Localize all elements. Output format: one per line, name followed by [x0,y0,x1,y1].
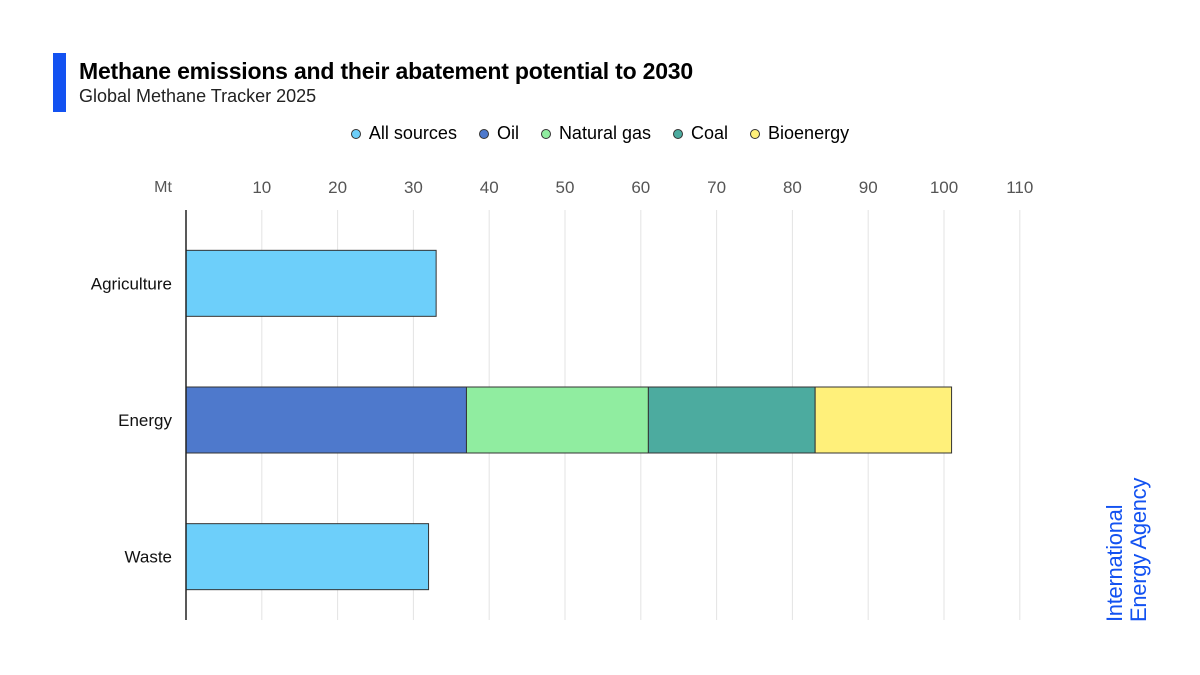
legend: All sources Oil Natural gas Coal Bioener… [0,123,1200,144]
legend-label: Coal [691,123,729,143]
legend-label: Oil [496,123,519,143]
legend-label: Natural gas [558,123,651,143]
legend-swatch [478,128,489,139]
x-tick-label: 30 [404,178,423,197]
legend-swatch [750,128,761,139]
x-tick-label: 110 [1006,178,1033,197]
legend-item-coal[interactable]: Coal [673,123,728,144]
legend-item-all-sources[interactable]: All sources [350,123,457,144]
bar-segment [465,386,649,454]
legend-item-bioenergy[interactable]: Bioenergy [750,123,849,144]
bar-segment [647,386,816,454]
x-tick-label: 20 [328,178,347,197]
logo-text-line1: International [1102,504,1127,622]
x-tick-label: 10 [252,178,271,197]
y-category-label: Waste [124,548,172,567]
x-tick-label: 40 [480,178,499,197]
bar-segment [185,386,467,454]
chart-subtitle: Global Methane Tracker 2025 [79,86,317,106]
legend-item-natural-gas[interactable]: Natural gas [540,123,651,144]
x-unit-label: Mt [154,179,172,196]
chart-title: Methane emissions and their abatement po… [79,58,693,84]
legend-label: Bioenergy [768,123,850,143]
bar-segment [814,386,953,454]
x-tick-label: 60 [631,178,650,197]
iea-logo: International Energy Agency [1100,462,1151,622]
x-tick-label: 90 [859,178,878,197]
x-tick-label: 80 [783,178,802,197]
legend-label: All sources [368,123,457,143]
x-tick-label: 70 [707,178,726,197]
legend-item-oil[interactable]: Oil [478,123,519,144]
x-tick-label: 50 [556,178,575,197]
x-tick-label: 100 [930,178,958,197]
legend-swatch [540,128,551,139]
y-category-label: Energy [118,411,172,430]
bar-segment [185,523,430,591]
legend-swatch [350,128,361,139]
legend-swatch [673,128,683,139]
logo-text-line2: Energy Agency [1126,477,1151,622]
y-category-label: Agriculture [91,274,172,293]
accent-bar [53,53,66,112]
bar-segment [185,249,437,317]
